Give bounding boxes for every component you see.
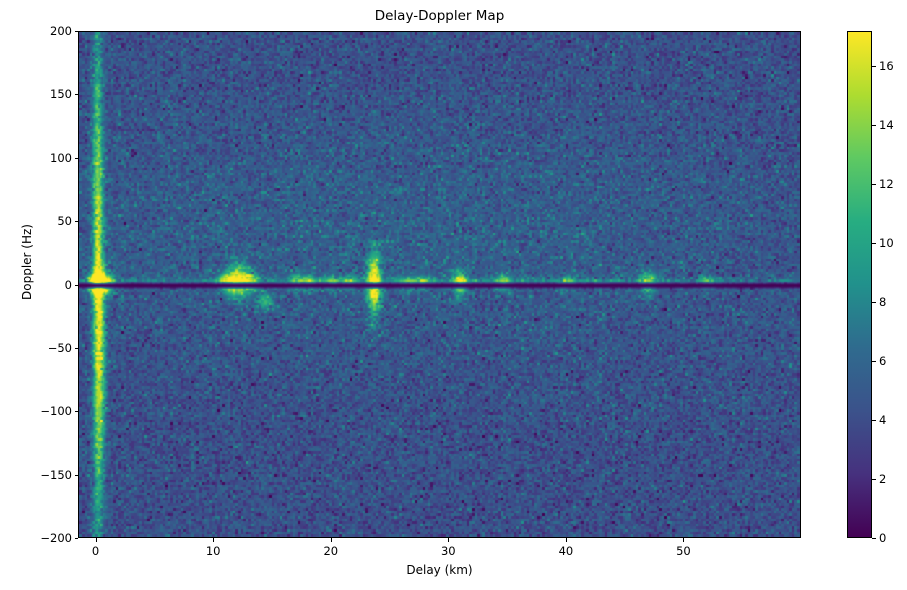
x-tick-mark: [565, 538, 567, 542]
colorbar-tick-label: 2: [879, 472, 887, 486]
y-tick-mark: [74, 284, 78, 286]
y-tick-label: 100: [50, 150, 72, 165]
colorbar-tick-mark: [872, 420, 876, 422]
y-tick-mark: [74, 347, 78, 349]
y-tick-label: −100: [40, 404, 72, 419]
colorbar-tick-mark: [872, 361, 876, 363]
x-tick-label: 40: [558, 544, 574, 558]
colorbar-tick-label: 0: [879, 531, 887, 545]
y-tick-label: −200: [40, 531, 72, 545]
colorbar-tick-mark: [872, 66, 876, 68]
x-tick-mark: [95, 538, 97, 542]
y-tick-label: 200: [50, 24, 72, 38]
colorbar-tick-label: 4: [879, 413, 887, 428]
colorbar-tick-label: 6: [879, 354, 887, 369]
colorbar-tick-label: 14: [879, 118, 894, 133]
x-tick-label: 0: [91, 544, 100, 558]
colorbar-tick-label: 10: [879, 236, 894, 251]
x-tick-label: 20: [323, 544, 339, 558]
colorbar-tick-mark: [872, 125, 876, 127]
y-axis-label: Doppler (Hz): [20, 224, 34, 300]
delay-doppler-heatmap[interactable]: [78, 31, 801, 538]
y-tick-label: −150: [40, 467, 72, 482]
y-tick-mark: [74, 474, 78, 476]
x-axis-label: Delay (km): [406, 563, 473, 577]
colorbar-tick-label: 12: [879, 177, 894, 192]
colorbar-tick-mark: [872, 184, 876, 186]
y-tick-mark: [74, 94, 78, 96]
x-tick-mark: [213, 538, 215, 542]
y-tick-label: 150: [50, 87, 72, 102]
heatmap-image: [79, 32, 800, 537]
y-tick-label: −50: [47, 340, 72, 355]
colorbar-tick-mark: [872, 243, 876, 245]
colorbar-tick-label: 16: [879, 59, 894, 74]
colorbar-tick-mark: [872, 302, 876, 304]
y-tick-label: 50: [57, 214, 72, 229]
x-tick-mark: [448, 538, 450, 542]
y-tick-label: 0: [64, 277, 72, 292]
colorbar-gradient: [848, 32, 871, 537]
colorbar[interactable]: [847, 31, 872, 538]
y-tick-mark: [74, 157, 78, 159]
y-tick-mark: [74, 221, 78, 223]
y-tick-mark: [74, 411, 78, 413]
page-title: Delay-Doppler Map: [374, 8, 505, 24]
x-tick-label: 50: [676, 544, 691, 558]
x-tick-mark: [330, 538, 332, 542]
x-tick-mark: [683, 538, 685, 542]
x-tick-label: 30: [440, 544, 456, 558]
colorbar-tick-label: 8: [879, 295, 887, 310]
y-tick-mark: [74, 538, 78, 539]
x-tick-label: 10: [205, 544, 221, 558]
y-tick-mark: [74, 31, 78, 32]
colorbar-tick-mark: [872, 538, 876, 539]
colorbar-tick-mark: [872, 479, 876, 480]
